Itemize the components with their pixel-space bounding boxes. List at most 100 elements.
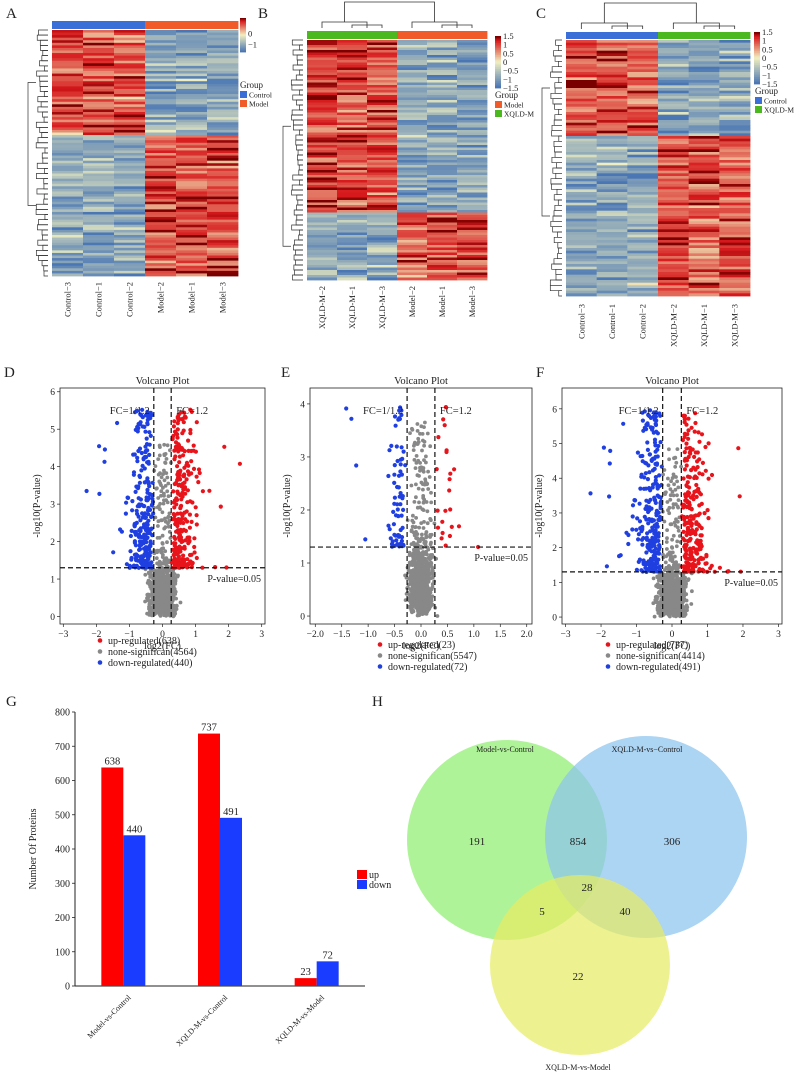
- heatmap-cell: [83, 137, 115, 141]
- row-dendrogram: [27, 29, 48, 277]
- point-none-significant: [663, 560, 668, 565]
- point-up-regulated: [192, 550, 197, 555]
- point-none-significant: [164, 556, 169, 560]
- heatmap-cell: [566, 122, 598, 126]
- heatmap-cell: [145, 186, 177, 190]
- heatmap-cell: [207, 194, 239, 197]
- heatmap-cell: [719, 266, 751, 270]
- heatmap-cell: [596, 85, 628, 89]
- heatmap-cell: [176, 173, 208, 177]
- heatmap-cell: [688, 66, 720, 70]
- heatmap-cell: [719, 178, 751, 182]
- point-down-regulated: [141, 514, 146, 519]
- heatmap-cell: [52, 201, 84, 205]
- heatmap-cell: [145, 173, 177, 177]
- point-up-regulated: [181, 553, 186, 558]
- heatmap-cell: [457, 202, 488, 206]
- heatmap-cell: [566, 152, 598, 156]
- color-scale-step: [495, 68, 501, 72]
- point-down-regulated: [148, 550, 153, 555]
- heatmap-cell: [719, 218, 751, 222]
- point-up-regulated: [173, 560, 178, 565]
- dendrogram-branch: [550, 71, 562, 78]
- heatmap-cell: [145, 178, 177, 182]
- heatmap-cell: [688, 242, 720, 246]
- heatmap-cell: [307, 152, 338, 156]
- heatmap-cell: [367, 212, 398, 216]
- point-none-significant: [428, 444, 433, 449]
- point-none-significant: [156, 496, 161, 500]
- legend-swatch: [495, 110, 502, 117]
- heatmap-cell: [596, 162, 628, 166]
- heatmap-cell: [145, 30, 177, 33]
- heatmap-cell: [427, 122, 458, 126]
- point-up-regulated: [222, 444, 227, 449]
- heatmap-cell: [397, 207, 428, 211]
- y-tick-label: 1: [552, 579, 557, 589]
- heatmap-cell: [176, 147, 208, 151]
- heatmap-cell: [83, 265, 115, 269]
- dendrogram-branch: [39, 127, 48, 133]
- point-down-regulated: [142, 532, 147, 537]
- heatmap-cell: [719, 64, 751, 68]
- point-none-significant: [422, 425, 426, 429]
- heatmap-cell: [176, 37, 208, 41]
- dendrogram-branch: [558, 290, 562, 297]
- heatmap-cell: [596, 114, 628, 118]
- dendrogram-branch: [291, 109, 303, 116]
- heatmap-cell: [457, 250, 488, 253]
- heatmap-cell: [627, 109, 659, 113]
- heatmap-cell: [83, 109, 115, 113]
- heatmap-cell: [307, 147, 338, 151]
- heatmap-cell: [566, 226, 598, 230]
- heatmap-cell: [688, 176, 720, 180]
- heatmap-cell: [307, 132, 338, 136]
- heatmap-cell: [114, 58, 146, 62]
- heatmap-cell: [176, 127, 208, 131]
- heatmap-cell: [627, 98, 659, 102]
- dendrogram-branch: [43, 116, 48, 123]
- point-none-significant: [422, 458, 426, 462]
- point-up-regulated: [175, 435, 180, 440]
- point-down-regulated: [140, 407, 145, 412]
- heatmap-cell: [566, 269, 598, 273]
- heatmap-cell: [688, 256, 720, 260]
- heatmap-cell: [337, 40, 368, 43]
- heatmap-cell: [367, 180, 398, 183]
- heatmap-cell: [114, 106, 146, 110]
- heatmap-cell: [176, 170, 208, 174]
- heatmap-cell: [367, 222, 398, 226]
- point-none-significant: [429, 599, 433, 604]
- legend-dot: [377, 664, 383, 669]
- point-none-significant: [409, 574, 414, 578]
- heatmap-cell: [658, 122, 690, 126]
- point-down-regulated: [123, 511, 128, 516]
- heatmap-cell: [658, 50, 690, 54]
- point-none-significant: [415, 596, 420, 600]
- heatmap-cell: [337, 212, 368, 216]
- heatmap-cell: [719, 109, 751, 113]
- heatmap-cell: [688, 266, 720, 270]
- point-none-significant: [412, 443, 416, 448]
- heatmap-cell: [719, 202, 751, 206]
- heatmap-cell: [145, 222, 177, 226]
- heatmap-cell: [337, 72, 368, 76]
- heatmap-cell: [457, 85, 488, 88]
- heatmap-cell: [52, 135, 84, 139]
- point-down-regulated: [401, 449, 406, 454]
- heatmap-cell: [367, 60, 398, 63]
- heatmap-cell: [176, 50, 208, 54]
- point-none-significant: [411, 448, 416, 452]
- heatmap-cell: [596, 112, 628, 116]
- dendrogram-branch: [555, 268, 562, 276]
- heatmap-cell: [83, 168, 115, 172]
- heatmap-cell: [145, 219, 177, 223]
- heatmap-cell: [658, 282, 690, 286]
- heatmap-cell: [207, 268, 239, 272]
- heatmap-cell: [207, 232, 239, 236]
- heatmap-cell: [176, 42, 208, 46]
- heatmap-cell: [719, 72, 751, 76]
- point-none-significant: [163, 519, 168, 524]
- heatmap-cell: [627, 282, 659, 286]
